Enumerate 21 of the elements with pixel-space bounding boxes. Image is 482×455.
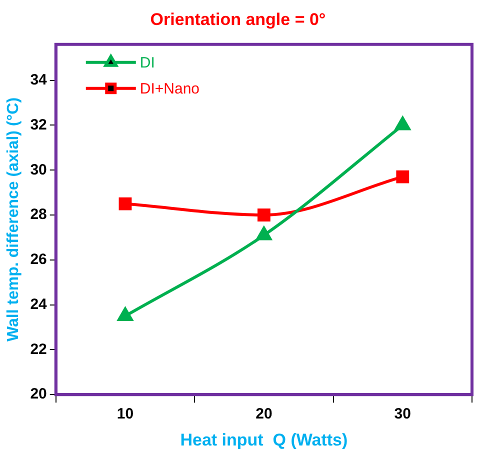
- y-tick-label: 28: [30, 206, 47, 224]
- y-tick-label: 24: [30, 296, 48, 313]
- y-tick-label: 26: [30, 251, 47, 268]
- point: [118, 197, 132, 210]
- y-tick-label: 30: [30, 161, 47, 178]
- y-tick-label: 34: [30, 71, 48, 88]
- point: [118, 308, 133, 322]
- y-tick-label: 20: [30, 386, 47, 403]
- y-axis-title: Wall temp. difference (axial) (°C): [5, 97, 22, 342]
- x-tick-label: 10: [116, 406, 134, 423]
- x-axis-title: Heat input Q (Watts): [180, 430, 348, 450]
- point: [396, 170, 410, 184]
- legend-label: DI+Nano: [140, 80, 200, 98]
- legend-label: DI: [140, 54, 155, 72]
- chart-title: Orientation angle = 0°: [150, 10, 326, 29]
- x-tick-label: 30: [394, 406, 411, 423]
- point: [256, 226, 272, 240]
- y-tick-label: 22: [30, 340, 47, 358]
- point: [257, 208, 270, 222]
- x-tick-label: 20: [256, 406, 272, 423]
- y-tick-label: 32: [30, 116, 47, 134]
